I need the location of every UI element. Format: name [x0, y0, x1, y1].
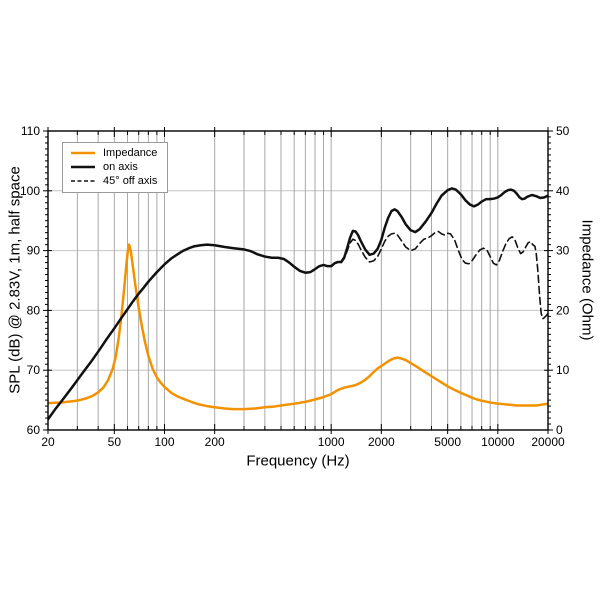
x-tick-label: 1000	[318, 435, 345, 449]
y-tick-label-left: 90	[27, 244, 41, 258]
legend-label: 45° off axis	[103, 175, 158, 187]
x-axis-label: Frequency (Hz)	[246, 452, 350, 470]
x-tick-label: 10000	[481, 435, 515, 449]
y-axis-label-right: Impedance (Ohm)	[578, 219, 596, 341]
curves	[48, 187, 548, 421]
y-tick-label-right: 40	[556, 184, 570, 198]
y-tick-label-right: 10	[556, 363, 570, 377]
legend: Impedance on axis 45° off axis	[62, 142, 169, 193]
y-tick-label-right: 30	[556, 244, 570, 258]
x-tick-label: 50	[108, 435, 122, 449]
legend-label: on axis	[103, 161, 138, 173]
off-axis-dashed-line-swatch	[71, 180, 95, 182]
y-tick-label-left: 110	[21, 124, 40, 138]
y-tick-label-left: 100	[20, 184, 40, 198]
x-tick-label: 200	[205, 435, 225, 449]
y-axis-label-left: SPL (dB) @ 2.83V, 1m, half space	[6, 166, 24, 394]
legend-item-off-axis: 45° off axis	[70, 174, 157, 188]
on-axis-line-swatch	[71, 165, 95, 169]
y-tick-label-left: 70	[27, 363, 41, 377]
y-tick-label-right: 20	[556, 303, 570, 317]
x-tick-label: 100	[154, 435, 174, 449]
y-tick-label-right: 50	[556, 124, 570, 138]
x-tick-label: 20000	[531, 435, 565, 449]
tick-labels: 60 70 80 90 100 110 0 10 20 30 40 50 20 50 100 200 1000 2…	[20, 124, 570, 449]
y-tick-label-left: 60	[27, 423, 41, 437]
legend-item-impedance: Impedance	[70, 146, 157, 160]
on-axis-curve	[48, 187, 548, 421]
impedance-curve	[48, 243, 548, 411]
impedance-line-swatch	[71, 151, 95, 155]
x-tick-label: 5000	[434, 435, 461, 449]
x-tick-label: 2000	[368, 435, 395, 449]
ticks	[43, 127, 553, 434]
y-tick-label-right: 0	[556, 423, 563, 437]
legend-label: Impedance	[103, 147, 158, 159]
x-tick-label: 20	[41, 435, 55, 449]
legend-item-on-axis: on axis	[70, 160, 157, 174]
y-tick-label-left: 80	[27, 303, 41, 317]
off-axis-curve	[330, 230, 548, 320]
